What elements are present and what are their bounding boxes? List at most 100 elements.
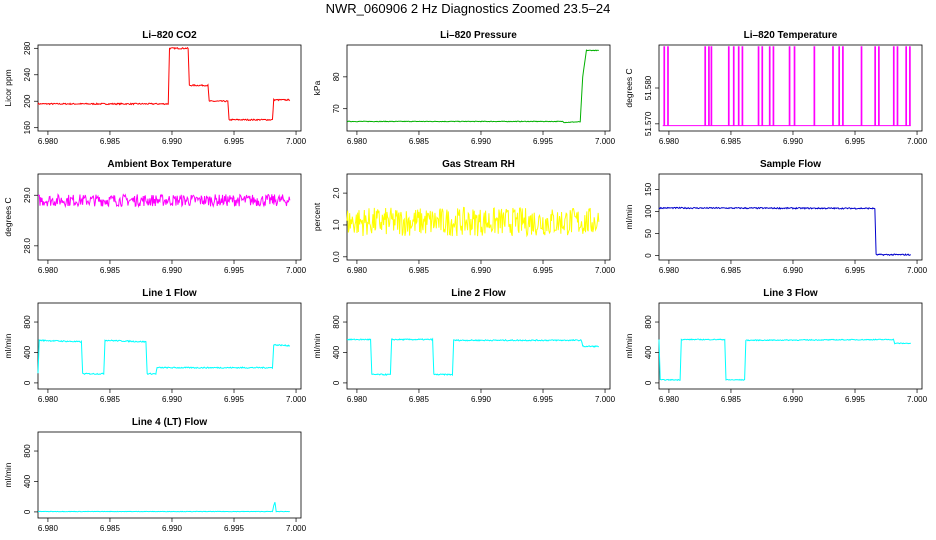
chart-panel: Sample Flow ml/min 6.980 6.985 6.990 6.995 7.0… bbox=[624, 159, 928, 275]
x-tick-label: 6.980 bbox=[38, 137, 59, 146]
x-tick-label: 7.000 bbox=[595, 395, 616, 404]
chart-title: Line 3 Flow bbox=[763, 288, 818, 299]
y-tick-label: 80 bbox=[332, 72, 341, 81]
x-tick-label: 6.995 bbox=[224, 395, 245, 404]
x-tick-label: 6.990 bbox=[471, 266, 492, 275]
plot-frame bbox=[346, 44, 611, 132]
plot-frame bbox=[658, 302, 923, 390]
chart-title: Line 4 (LT) Flow bbox=[132, 417, 208, 428]
x-tick-label: 6.980 bbox=[347, 266, 368, 275]
data-series-line bbox=[662, 46, 911, 127]
figure-title: NWR_060906 2 Hz Diagnostics Zoomed 23.5–… bbox=[325, 1, 611, 16]
x-tick-label: 6.995 bbox=[224, 137, 245, 146]
x-tick-label: 7.000 bbox=[595, 137, 616, 146]
y-tick-label: 100 bbox=[644, 204, 653, 218]
x-tick-label: 6.980 bbox=[659, 395, 680, 404]
x-tick-label: 7.000 bbox=[907, 137, 928, 146]
x-tick-label: 7.000 bbox=[595, 266, 616, 275]
chart-title: Line 1 Flow bbox=[142, 288, 197, 299]
plot-frame bbox=[37, 431, 302, 519]
data-series-line bbox=[658, 338, 911, 381]
chart-panel: Line 1 Flow ml/min 6.980 6.985 6.990 6.995 7.0… bbox=[3, 288, 307, 404]
y-axis-label: ml/min bbox=[3, 333, 13, 358]
y-tick-label: 28.0 bbox=[23, 238, 32, 254]
x-tick-label: 6.995 bbox=[224, 266, 245, 275]
data-series-line bbox=[346, 49, 599, 124]
x-tick-label: 6.995 bbox=[533, 395, 554, 404]
x-tick-label: 6.990 bbox=[783, 266, 804, 275]
x-tick-label: 7.000 bbox=[286, 395, 307, 404]
y-tick-label: 0 bbox=[644, 380, 653, 385]
y-tick-label: 400 bbox=[23, 474, 32, 488]
x-tick-label: 6.995 bbox=[224, 524, 245, 533]
y-axis-label: degrees C bbox=[3, 197, 13, 236]
x-tick-label: 6.980 bbox=[659, 266, 680, 275]
x-tick-label: 6.990 bbox=[783, 395, 804, 404]
y-axis-label: kPa bbox=[312, 80, 322, 95]
x-tick-label: 7.000 bbox=[907, 395, 928, 404]
y-tick-label: 800 bbox=[23, 315, 32, 329]
y-tick-label: 400 bbox=[23, 345, 32, 359]
y-tick-label: 400 bbox=[644, 345, 653, 359]
chart-title: Line 2 Flow bbox=[451, 288, 506, 299]
chart-panel: Li–820 CO2 Licor ppm 6.980 6.985 6.990 6.995 7… bbox=[3, 30, 307, 146]
x-tick-label: 6.985 bbox=[100, 524, 121, 533]
x-tick-label: 7.000 bbox=[286, 137, 307, 146]
y-tick-label: 150 bbox=[644, 182, 653, 196]
x-tick-label: 7.000 bbox=[907, 266, 928, 275]
chart-panel: Ambient Box Temperature degrees C 6.980 6.9… bbox=[3, 159, 307, 275]
plot-frame bbox=[658, 173, 923, 261]
y-tick-label: 0 bbox=[644, 253, 653, 258]
x-tick-label: 6.980 bbox=[347, 395, 368, 404]
y-tick-label: 51.570 bbox=[644, 111, 653, 136]
x-tick-label: 6.995 bbox=[845, 395, 866, 404]
y-axis-label: ml/min bbox=[3, 462, 13, 487]
x-tick-label: 6.990 bbox=[162, 395, 183, 404]
x-tick-label: 7.000 bbox=[286, 524, 307, 533]
data-series-line bbox=[346, 337, 600, 377]
y-tick-label: 800 bbox=[332, 315, 341, 329]
x-tick-label: 6.995 bbox=[845, 137, 866, 146]
data-series-line bbox=[37, 46, 291, 122]
y-tick-label: 50 bbox=[644, 229, 653, 238]
x-tick-label: 6.985 bbox=[100, 395, 121, 404]
x-tick-label: 6.990 bbox=[783, 137, 804, 146]
y-axis-label: Licor ppm bbox=[3, 69, 13, 106]
chart-panel: Line 3 Flow ml/min 6.980 6.985 6.990 6.995 7.0… bbox=[624, 288, 928, 404]
y-tick-label: 51.580 bbox=[644, 75, 653, 100]
x-tick-label: 6.985 bbox=[100, 266, 121, 275]
x-tick-label: 7.000 bbox=[286, 266, 307, 275]
y-tick-label: 160 bbox=[23, 120, 32, 134]
chart-panel: Li–820 Temperature degrees C 6.980 6.985 6.9… bbox=[624, 30, 928, 146]
x-tick-label: 6.985 bbox=[409, 266, 430, 275]
chart-title: Gas Stream RH bbox=[442, 159, 515, 170]
chart-title: Ambient Box Temperature bbox=[107, 159, 232, 170]
y-tick-label: 240 bbox=[23, 68, 32, 82]
y-tick-label: 280 bbox=[23, 41, 32, 55]
plot-frame bbox=[37, 44, 302, 132]
x-tick-label: 6.990 bbox=[162, 266, 183, 275]
x-tick-label: 6.995 bbox=[533, 137, 554, 146]
y-tick-label: 800 bbox=[23, 444, 32, 458]
chart-title: Li–820 CO2 bbox=[142, 30, 197, 41]
y-tick-label: 2.0 bbox=[332, 187, 341, 199]
y-tick-label: 400 bbox=[332, 345, 341, 359]
plot-frame bbox=[37, 173, 302, 261]
chart-title: Li–820 Pressure bbox=[440, 30, 517, 41]
x-tick-label: 6.980 bbox=[38, 266, 59, 275]
y-axis-label: ml/min bbox=[312, 333, 322, 358]
x-tick-label: 6.990 bbox=[162, 524, 183, 533]
data-series-line bbox=[346, 206, 600, 238]
data-series-line bbox=[37, 193, 291, 209]
x-tick-label: 6.980 bbox=[38, 524, 59, 533]
y-axis-label: percent bbox=[312, 202, 322, 231]
x-tick-label: 6.985 bbox=[409, 395, 430, 404]
y-tick-label: 0 bbox=[23, 509, 32, 514]
x-tick-label: 6.995 bbox=[845, 266, 866, 275]
plot-frame bbox=[658, 44, 923, 132]
data-series-line bbox=[658, 206, 911, 257]
y-axis-label: degrees C bbox=[624, 68, 634, 107]
x-tick-label: 6.985 bbox=[409, 137, 430, 146]
plot-frame bbox=[37, 302, 302, 390]
